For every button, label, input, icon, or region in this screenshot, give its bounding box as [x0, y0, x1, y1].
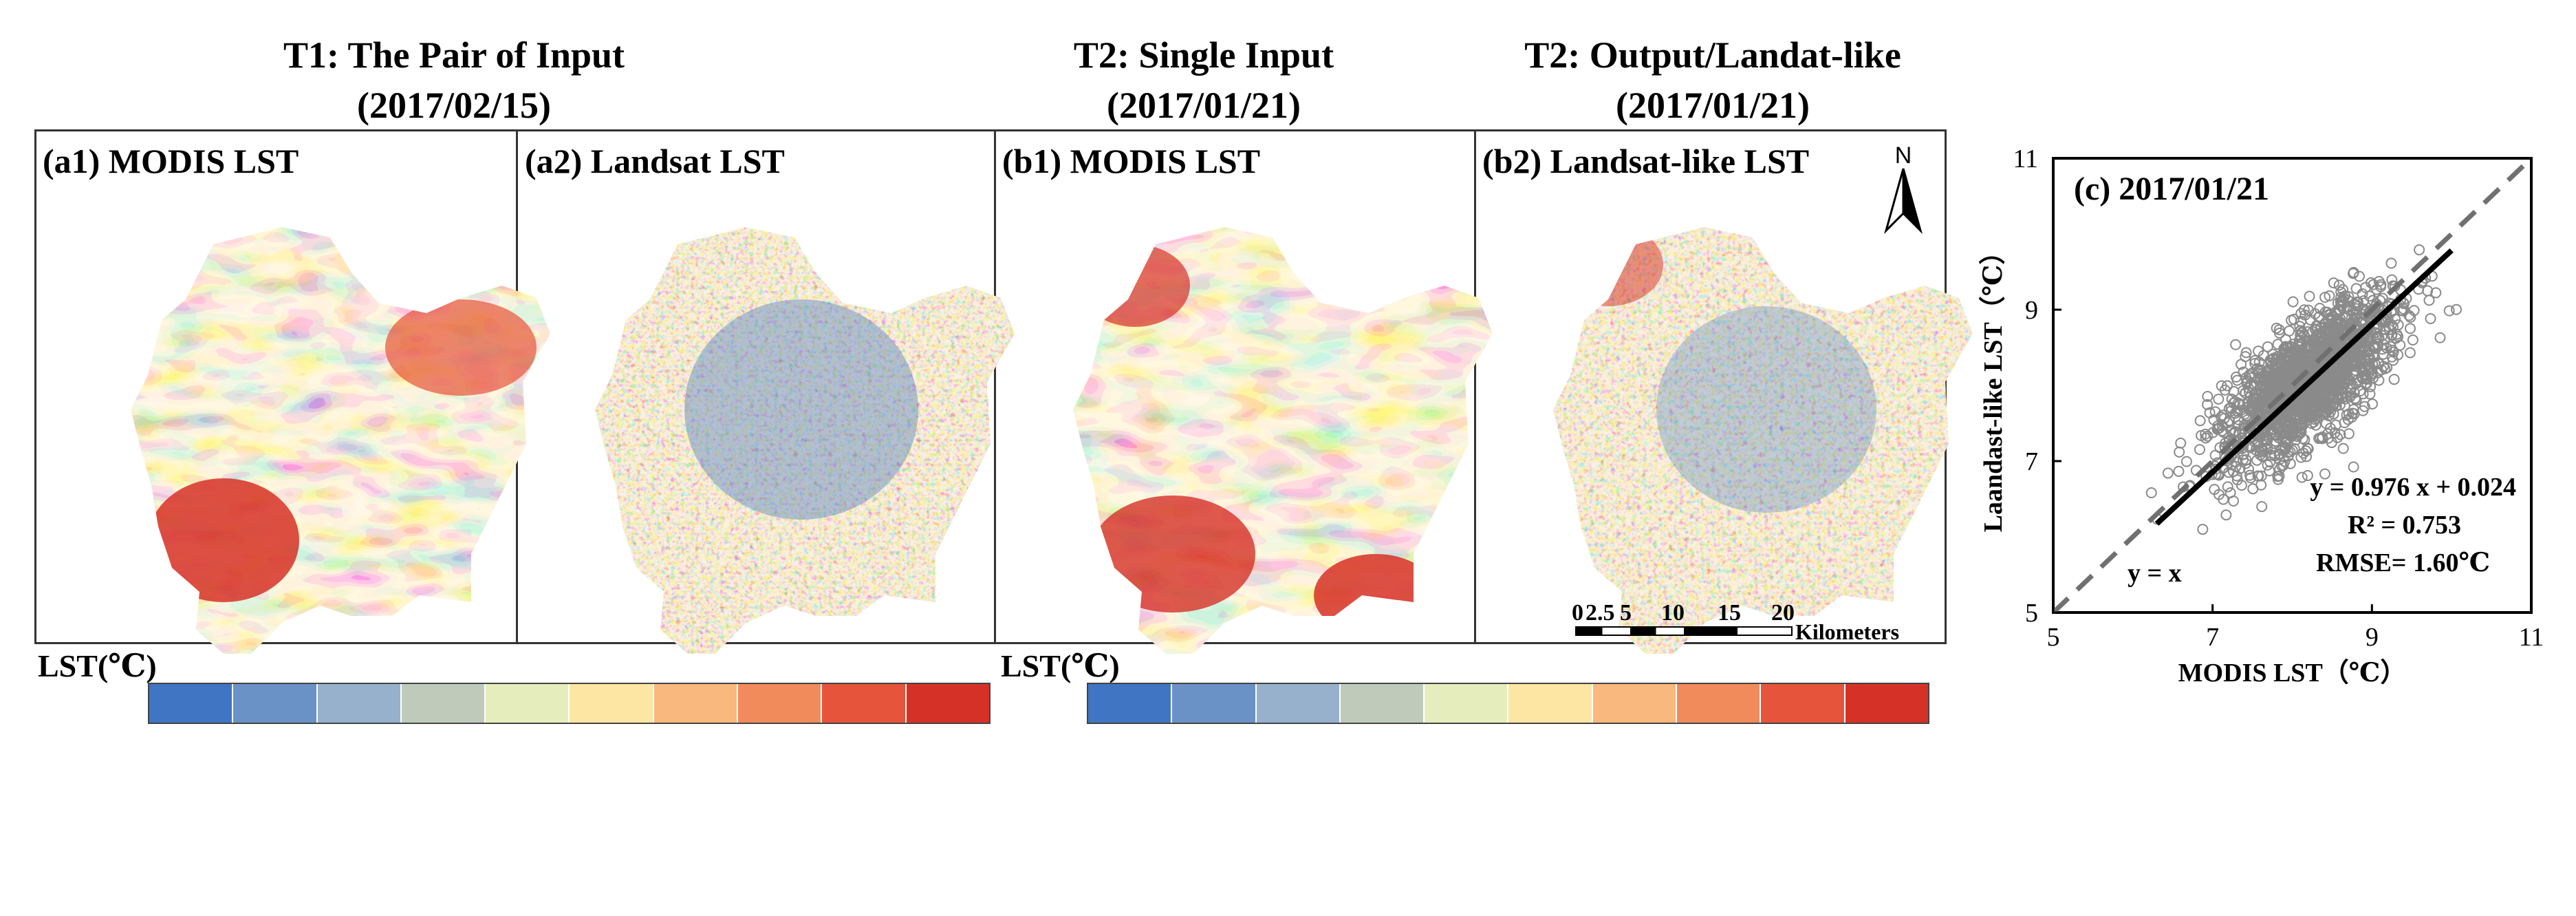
scale-bar: 0 2.5 5 10 15 20 Kilometers — [1572, 600, 1916, 644]
legend-left-title: LST(℃) — [38, 648, 157, 683]
legend_right-swatch — [1508, 684, 1593, 723]
map-b2 — [1553, 227, 1973, 654]
legend_left-swatch — [570, 684, 654, 723]
north-arrow-icon: N — [1884, 142, 1923, 235]
map-a1 — [131, 227, 550, 654]
legend_right-swatch — [1677, 684, 1762, 723]
map-b1 — [1073, 227, 1493, 654]
panel-label-b1: (b1) MODIS LST — [1002, 142, 1261, 180]
scale-tick-3: 10 — [1661, 600, 1685, 626]
legend_left-swatch — [822, 684, 907, 723]
legend_right-swatch — [1425, 684, 1509, 723]
heading-t2a-line2: (2017/01/21) — [1107, 85, 1301, 126]
scale-unit: Kilometers — [1795, 619, 1900, 644]
legend_left-swatch — [149, 684, 234, 723]
heading-t2a-line1: T2: Single Input — [1073, 34, 1334, 76]
north-label: N — [1895, 142, 1912, 169]
legend_right-swatch — [1088, 684, 1173, 723]
legend_left-swatch — [738, 684, 823, 723]
scale-tick-4: 15 — [1718, 600, 1741, 626]
scale-tick-1: 2.5 — [1585, 600, 1615, 626]
legend_right-swatch — [1592, 684, 1678, 723]
panel-label-a2: (a2) Landsat LST — [525, 142, 785, 180]
legend-left-colorbar — [148, 683, 991, 724]
panel-label-a1: (a1) MODIS LST — [43, 142, 299, 180]
scale-tick-5: 20 — [1771, 600, 1795, 626]
legend-right-title: LST(℃) — [1001, 648, 1120, 683]
legend_left-swatch — [401, 684, 486, 723]
legend_left-swatch — [906, 684, 989, 723]
legend-right-colorbar — [1087, 683, 1929, 724]
legend_right-swatch — [1340, 684, 1425, 723]
heading-t2b-line1: T2: Output/Landat-like — [1524, 34, 1901, 76]
legend_right-swatch — [1172, 684, 1257, 723]
legend_left-swatch — [486, 684, 570, 723]
heading-t1-line1: T1: The Pair of Input — [283, 34, 625, 76]
legend_right-swatch — [1845, 684, 1928, 723]
panel-label-b2: (b2) Landsat-like LST — [1482, 142, 1810, 180]
panel-divider-2 — [994, 129, 996, 644]
map-a2 — [595, 227, 1015, 654]
legend_left-swatch — [653, 684, 739, 723]
scale-tick-2: 5 — [1620, 600, 1632, 626]
legend_right-swatch — [1256, 684, 1341, 723]
legend_left-swatch — [233, 684, 318, 723]
scale-bar-bar — [1575, 626, 1793, 636]
heading-t1-line2: (2017/02/15) — [357, 85, 551, 126]
legend_right-swatch — [1761, 684, 1846, 723]
scale-tick-0: 0 — [1572, 600, 1583, 626]
panel-divider-3 — [1474, 129, 1476, 644]
heading-t2b-line2: (2017/01/21) — [1616, 85, 1810, 126]
maps-frame — [34, 129, 1947, 644]
legend_left-swatch — [317, 684, 402, 723]
